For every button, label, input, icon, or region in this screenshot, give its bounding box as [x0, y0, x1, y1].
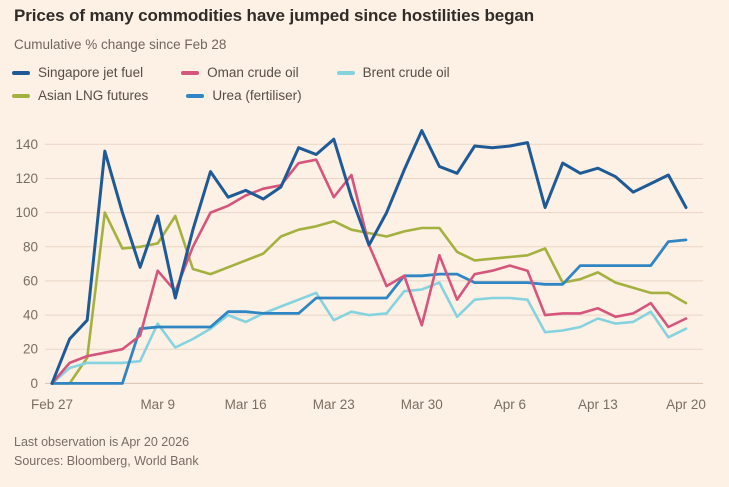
legend-label: Singapore jet fuel [38, 65, 144, 80]
x-axis-tick-label-mar-23: Mar 23 [313, 397, 355, 412]
line-asian-lng-futures [50, 211, 688, 385]
x-axis-tick-label-mar-30: Mar 30 [401, 397, 443, 412]
chart-footer: Last observation is Apr 20 2026 Sources:… [14, 433, 199, 471]
x-axis-tick-label-mar-16: Mar 16 [225, 397, 267, 412]
legend-label: Urea (fertiliser) [212, 88, 302, 103]
legend-item-urea-fertiliser: Urea (fertiliser) [186, 86, 302, 105]
line-brent-crude-oil [50, 281, 688, 385]
page-title: Prices of many commodities have jumped s… [14, 6, 535, 25]
sources-note: Sources: Bloomberg, World Bank [14, 454, 199, 468]
legend-label: Asian LNG futures [38, 88, 149, 103]
x-axis-tick-label-mar-9: Mar 9 [140, 397, 175, 412]
line-singapore-jet-fuel [50, 129, 688, 385]
legend-swatch-icon [336, 70, 355, 75]
legend-swatch-icon [181, 70, 200, 75]
x-axis-tick-label-feb-27: Feb 27 [31, 397, 73, 412]
legend-item-brent-crude-oil: Brent crude oil [336, 63, 450, 82]
y-axis-tick-label-140: 140 [15, 137, 38, 152]
legend-item-oman-crude-oil: Oman crude oil [181, 63, 299, 82]
legend-swatch-icon [12, 93, 30, 98]
y-axis-tick-label-80: 80 [23, 239, 38, 254]
legend-item-singapore-jet-fuel: Singapore jet fuel [12, 63, 143, 82]
legend-swatch-icon [12, 70, 30, 75]
line-urea-fertiliser [50, 238, 688, 385]
chart-legend: Singapore jet fuel Oman crude oil Brent cr… [12, 63, 612, 105]
legend-label: Oman crude oil [207, 65, 299, 80]
y-axis-tick-label-20: 20 [23, 342, 38, 357]
legend-item-asian-lng-futures: Asian LNG futures [12, 86, 148, 105]
x-axis-tick-label-apr-6: Apr 6 [494, 397, 526, 412]
y-axis-tick-label-40: 40 [23, 308, 38, 323]
y-axis-tick-label-100: 100 [15, 205, 38, 220]
x-axis-tick-label-apr-20: Apr 20 [666, 397, 706, 412]
x-axis-tick-label-apr-13: Apr 13 [578, 397, 618, 412]
chart-subtitle: Cumulative % change since Feb 28 [14, 37, 227, 52]
last-observation-note: Last observation is Apr 20 2026 [14, 435, 190, 449]
y-axis-tick-label-60: 60 [23, 273, 38, 288]
legend-swatch-icon [186, 93, 205, 98]
y-axis-tick-label-120: 120 [15, 171, 38, 186]
line-oman-crude-oil [50, 158, 688, 385]
y-axis-tick-label-0: 0 [30, 376, 38, 391]
legend-label: Brent crude oil [362, 65, 450, 80]
